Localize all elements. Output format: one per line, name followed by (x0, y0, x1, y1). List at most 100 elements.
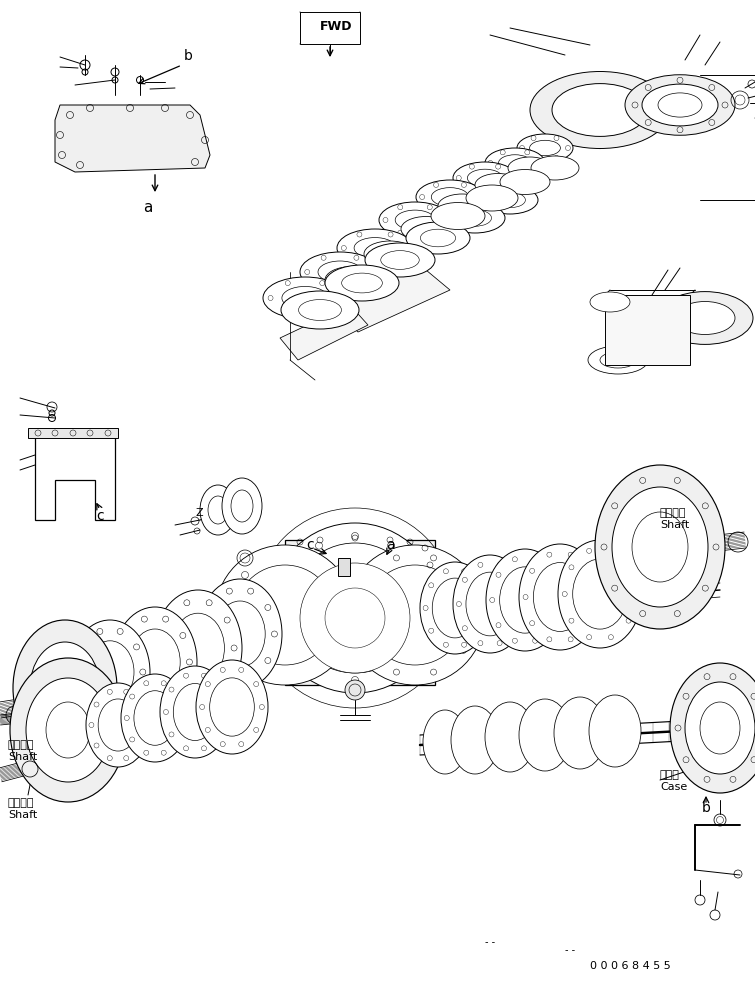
Ellipse shape (215, 601, 265, 667)
Ellipse shape (342, 273, 382, 293)
Ellipse shape (406, 222, 470, 254)
Ellipse shape (558, 540, 642, 648)
Ellipse shape (670, 663, 755, 793)
Ellipse shape (174, 683, 217, 740)
Ellipse shape (453, 162, 517, 194)
Ellipse shape (208, 496, 228, 524)
Ellipse shape (337, 229, 413, 267)
Text: Shaft: Shaft (660, 520, 689, 530)
Ellipse shape (554, 697, 606, 769)
Text: Shaft: Shaft (8, 810, 37, 820)
Ellipse shape (519, 699, 571, 771)
Bar (285, 540, 435, 685)
Text: Z: Z (196, 508, 204, 518)
Ellipse shape (365, 243, 435, 277)
Ellipse shape (196, 660, 268, 754)
Ellipse shape (458, 210, 492, 226)
Bar (605, 295, 690, 365)
Ellipse shape (10, 658, 126, 802)
Ellipse shape (423, 710, 467, 774)
Ellipse shape (588, 346, 648, 374)
Ellipse shape (113, 607, 197, 717)
Text: - -: - - (565, 945, 575, 955)
Ellipse shape (530, 72, 670, 149)
Ellipse shape (431, 202, 485, 230)
Ellipse shape (26, 678, 110, 782)
Ellipse shape (433, 578, 478, 638)
Text: - -: - - (485, 937, 495, 947)
Ellipse shape (364, 241, 416, 267)
Ellipse shape (485, 702, 535, 772)
Text: Case: Case (660, 782, 687, 792)
Ellipse shape (86, 683, 150, 767)
Ellipse shape (625, 75, 735, 135)
Ellipse shape (589, 695, 641, 767)
Ellipse shape (300, 252, 380, 292)
Ellipse shape (438, 194, 486, 218)
Ellipse shape (475, 174, 521, 196)
Bar (338, 558, 350, 576)
Ellipse shape (46, 702, 90, 758)
Ellipse shape (675, 302, 735, 334)
Ellipse shape (421, 229, 455, 246)
Text: シャフト: シャフト (8, 798, 35, 808)
Text: b: b (183, 49, 193, 63)
Ellipse shape (270, 523, 440, 693)
Ellipse shape (200, 485, 236, 535)
Ellipse shape (642, 84, 718, 126)
Ellipse shape (531, 156, 579, 180)
Text: a: a (386, 538, 394, 552)
Polygon shape (55, 105, 210, 172)
Text: FWD: FWD (320, 20, 353, 33)
Ellipse shape (325, 588, 385, 648)
Ellipse shape (451, 706, 499, 774)
Text: 0 0 0 6 8 4 5 5: 0 0 0 6 8 4 5 5 (590, 961, 670, 971)
Ellipse shape (300, 563, 410, 673)
Circle shape (345, 680, 365, 700)
Ellipse shape (508, 157, 552, 179)
Ellipse shape (47, 664, 83, 712)
Ellipse shape (445, 203, 505, 233)
Ellipse shape (700, 702, 740, 754)
Ellipse shape (379, 202, 451, 238)
Ellipse shape (263, 277, 347, 319)
Ellipse shape (482, 186, 538, 214)
Ellipse shape (552, 84, 648, 136)
Polygon shape (330, 265, 450, 332)
Ellipse shape (658, 93, 702, 117)
Ellipse shape (431, 187, 469, 206)
Ellipse shape (595, 465, 725, 629)
Ellipse shape (495, 192, 525, 208)
Ellipse shape (381, 250, 419, 269)
Ellipse shape (500, 567, 550, 633)
Ellipse shape (590, 292, 630, 312)
Ellipse shape (519, 544, 601, 650)
Bar (28, 428, 118, 438)
Ellipse shape (573, 559, 627, 629)
Ellipse shape (466, 572, 514, 636)
Text: c: c (307, 538, 314, 552)
Ellipse shape (365, 565, 465, 665)
Ellipse shape (215, 545, 355, 685)
Ellipse shape (632, 512, 688, 582)
Ellipse shape (231, 490, 253, 522)
Ellipse shape (98, 699, 138, 751)
Ellipse shape (401, 217, 451, 242)
Ellipse shape (500, 170, 550, 194)
Ellipse shape (121, 674, 189, 762)
Ellipse shape (395, 210, 435, 230)
Ellipse shape (467, 170, 503, 186)
Ellipse shape (154, 590, 242, 706)
Ellipse shape (70, 620, 150, 724)
Bar (300, 12, 360, 44)
Ellipse shape (486, 549, 564, 651)
Ellipse shape (160, 666, 230, 758)
Ellipse shape (318, 261, 362, 283)
Text: シャフト: シャフト (8, 740, 35, 750)
Circle shape (636, 330, 660, 354)
Ellipse shape (453, 555, 527, 653)
Ellipse shape (466, 185, 518, 211)
Ellipse shape (420, 562, 490, 654)
Ellipse shape (171, 613, 224, 682)
Polygon shape (280, 305, 368, 360)
